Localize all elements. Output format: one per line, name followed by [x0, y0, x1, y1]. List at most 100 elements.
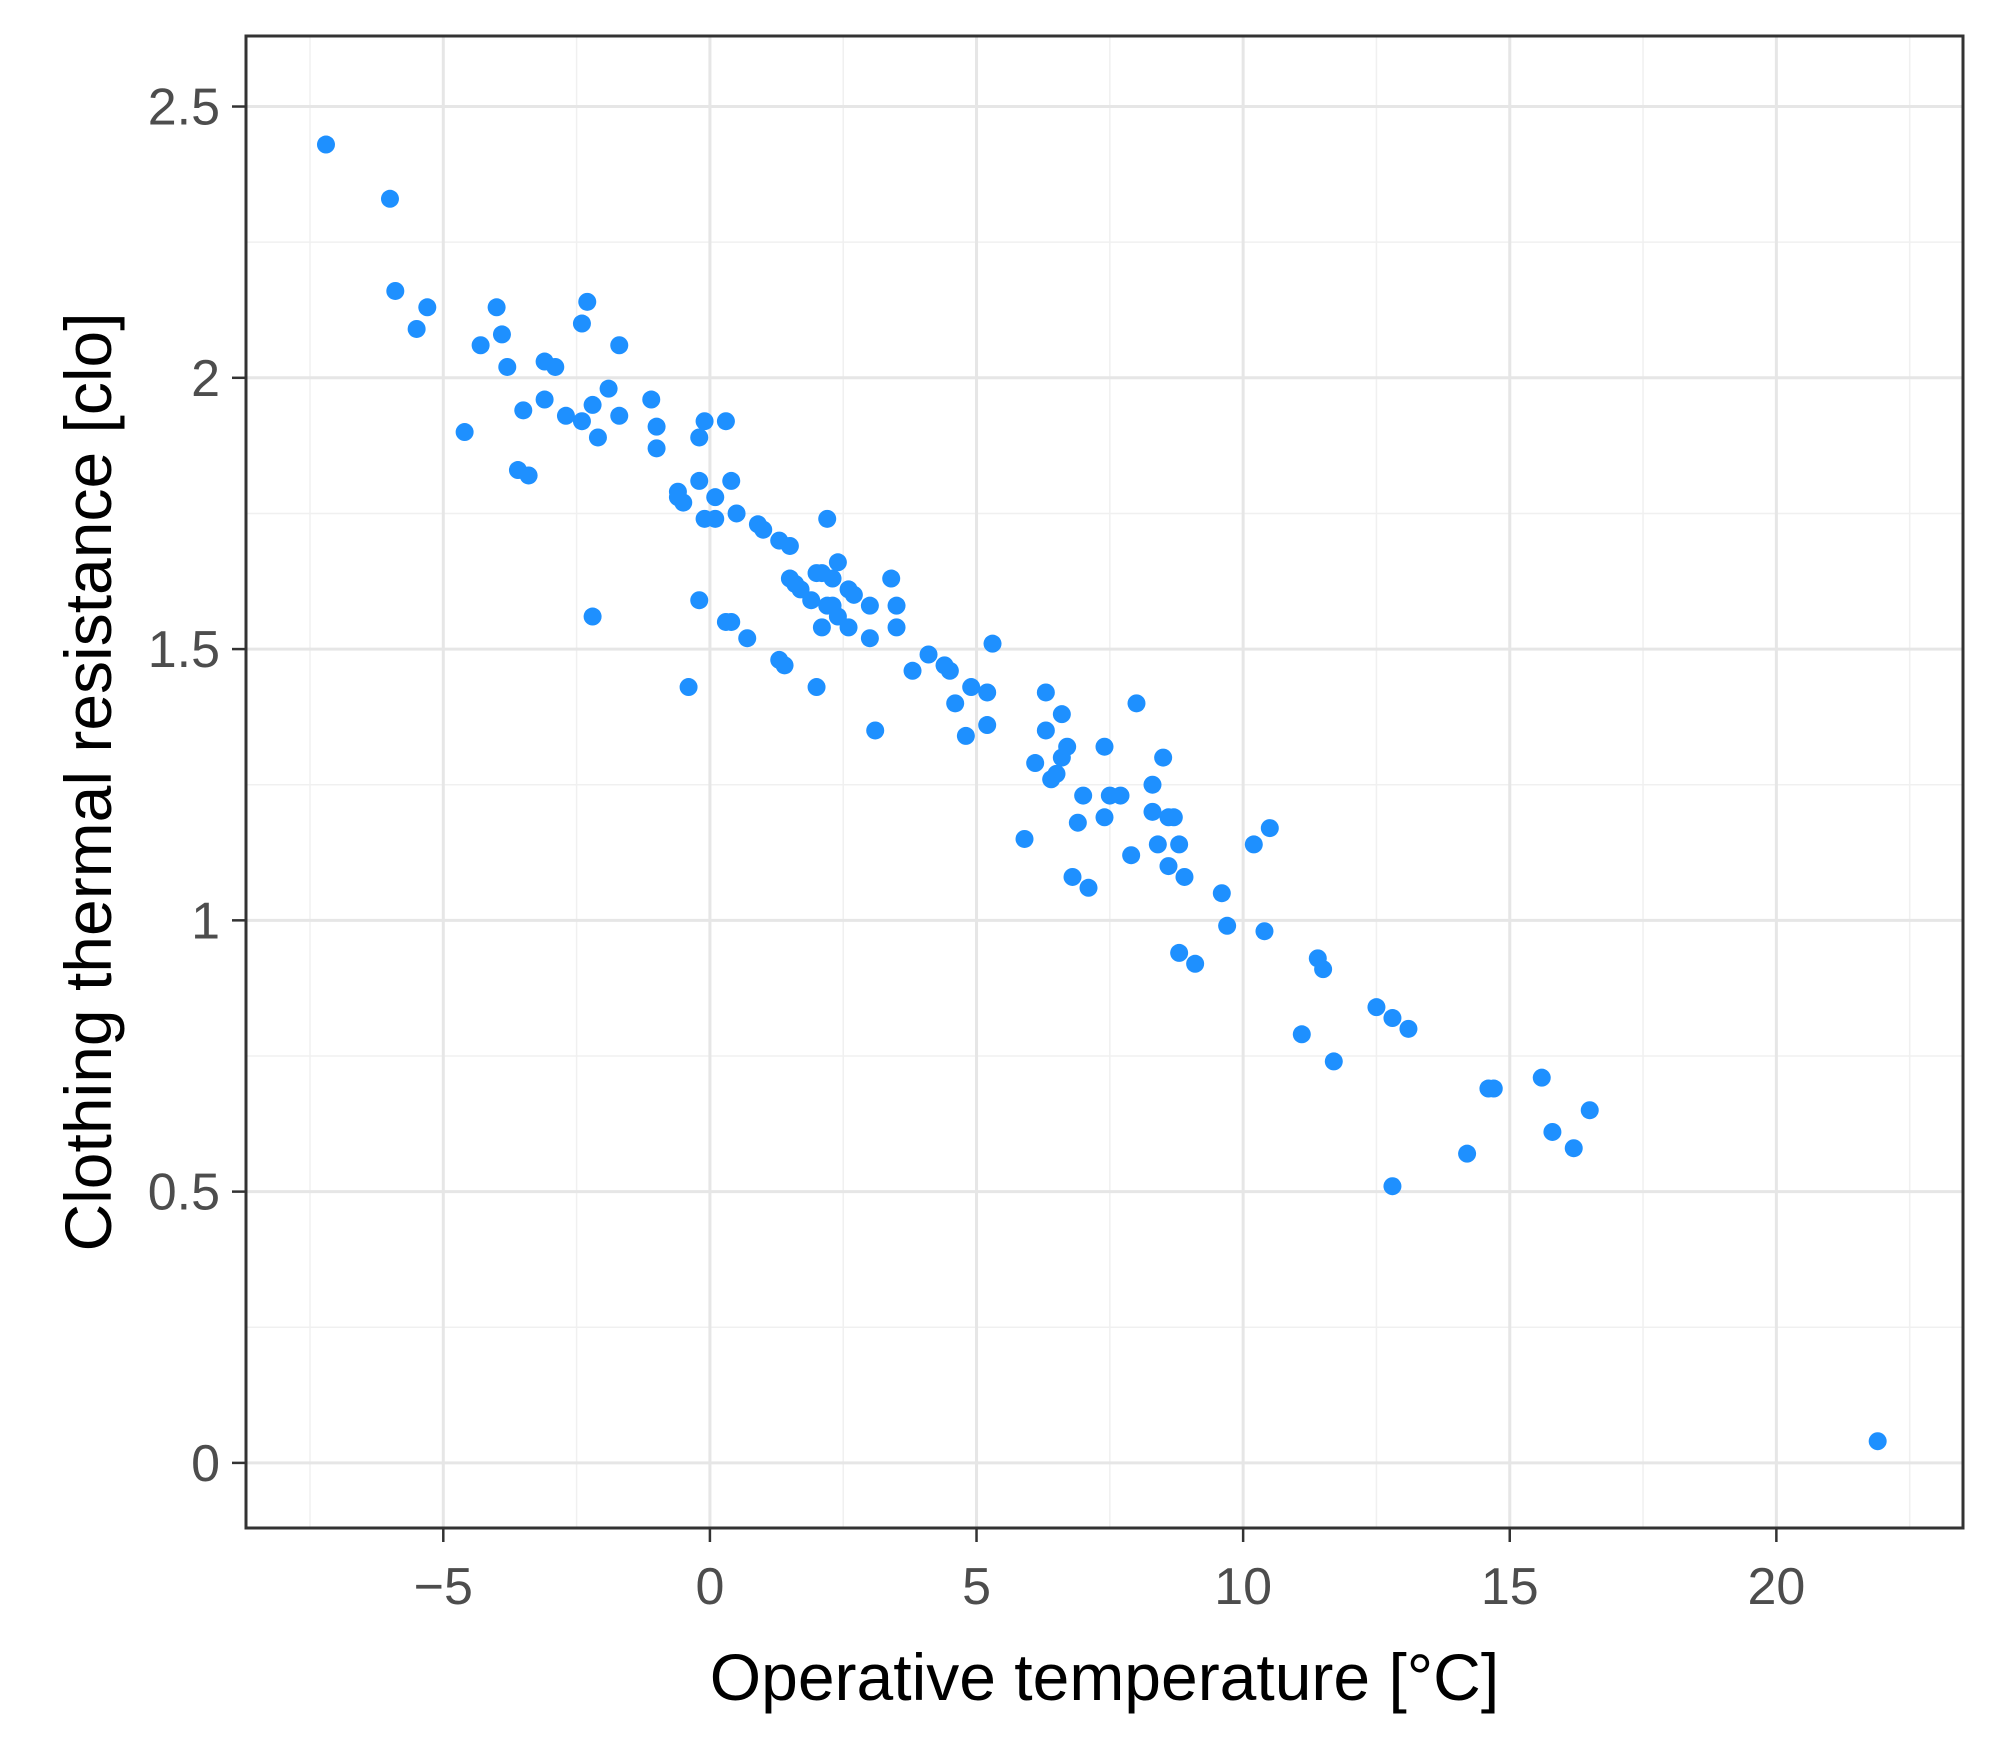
- data-point: [583, 395, 602, 414]
- data-point: [1026, 754, 1045, 773]
- data-point: [588, 428, 607, 447]
- data-point: [860, 596, 879, 615]
- data-point: [471, 336, 490, 355]
- data-point: [1143, 802, 1162, 821]
- data-point: [1127, 694, 1146, 713]
- data-point: [844, 585, 863, 604]
- x-tick-label: 5: [962, 1558, 991, 1616]
- data-point: [1292, 1025, 1311, 1044]
- data-point: [1148, 835, 1167, 854]
- y-tick-label: 1.5: [148, 621, 220, 679]
- data-point: [828, 553, 847, 572]
- data-point: [887, 618, 906, 637]
- x-tick-label: 15: [1481, 1558, 1539, 1616]
- y-tick-label: 2: [191, 350, 220, 408]
- data-point: [492, 325, 511, 344]
- data-point: [1111, 786, 1130, 805]
- data-point: [1212, 884, 1231, 903]
- data-point: [519, 466, 538, 485]
- x-tick-label: 20: [1747, 1558, 1805, 1616]
- x-tick-label: −5: [414, 1558, 473, 1616]
- data-point: [807, 678, 826, 697]
- data-point: [1543, 1122, 1562, 1141]
- x-axis: −5 0 5 10 15 20: [414, 1528, 1805, 1616]
- data-point: [706, 509, 725, 528]
- data-point: [514, 401, 533, 420]
- data-point: [727, 504, 746, 523]
- gridlines: [246, 36, 1963, 1528]
- data-point: [535, 390, 554, 409]
- data-point: [1095, 737, 1114, 756]
- data-point: [903, 661, 922, 680]
- plot-panel: [246, 36, 1963, 1528]
- y-tick-label: 2.5: [148, 79, 220, 137]
- data-point: [690, 471, 709, 490]
- data-point: [487, 298, 506, 317]
- data-point: [1047, 764, 1066, 783]
- data-point: [1314, 960, 1333, 979]
- data-point: [1036, 721, 1055, 740]
- data-point: [599, 379, 618, 398]
- data-point: [1036, 683, 1055, 702]
- data-point: [946, 694, 965, 713]
- data-point: [418, 298, 437, 317]
- data-point: [642, 390, 661, 409]
- data-point: [738, 629, 757, 648]
- data-point: [962, 678, 981, 697]
- data-point: [802, 591, 821, 610]
- data-point: [679, 678, 698, 697]
- data-point: [919, 645, 938, 664]
- data-point: [775, 656, 794, 675]
- data-point: [839, 618, 858, 637]
- data-point: [1218, 916, 1237, 935]
- data-point: [956, 726, 975, 745]
- data-point: [583, 607, 602, 626]
- data-point: [380, 189, 399, 208]
- data-point: [716, 412, 735, 431]
- data-point: [690, 428, 709, 447]
- data-point: [572, 412, 591, 431]
- data-point: [780, 536, 799, 555]
- plot-border: [244, 34, 1965, 1530]
- data-point: [1383, 1009, 1402, 1028]
- data-point: [1068, 813, 1087, 832]
- y-tick-label: 0.5: [148, 1164, 220, 1222]
- data-point: [1324, 1052, 1343, 1071]
- data-point: [690, 591, 709, 610]
- data-point: [556, 406, 575, 425]
- data-point: [1255, 922, 1274, 941]
- data-point: [1154, 748, 1173, 767]
- y-axis: 0 0.5 1 1.5 2 2.5: [148, 79, 246, 1493]
- data-point: [978, 716, 997, 735]
- data-point: [674, 493, 693, 512]
- data-point: [1399, 1019, 1418, 1038]
- data-point: [1484, 1079, 1503, 1098]
- data-point: [812, 618, 831, 637]
- data-point: [722, 612, 741, 631]
- data-point: [754, 520, 773, 539]
- data-point: [887, 596, 906, 615]
- data-point: [1122, 846, 1141, 865]
- data-point: [1015, 829, 1034, 848]
- data-point: [1580, 1101, 1599, 1120]
- data-point: [1383, 1177, 1402, 1196]
- data-point: [647, 439, 666, 458]
- data-point: [572, 314, 591, 333]
- data-point: [860, 629, 879, 648]
- data-point: [940, 661, 959, 680]
- data-point: [1244, 835, 1263, 854]
- data-point: [610, 406, 629, 425]
- data-point: [1164, 808, 1183, 827]
- data-point: [722, 471, 741, 490]
- data-point: [1052, 705, 1071, 724]
- data-point: [882, 569, 901, 588]
- data-point: [1058, 737, 1077, 756]
- data-point: [498, 357, 517, 376]
- data-point: [978, 683, 997, 702]
- data-point: [1063, 867, 1082, 886]
- data-point: [1074, 786, 1093, 805]
- data-points: [316, 135, 1887, 1451]
- data-point: [1143, 775, 1162, 794]
- data-point: [1159, 857, 1178, 876]
